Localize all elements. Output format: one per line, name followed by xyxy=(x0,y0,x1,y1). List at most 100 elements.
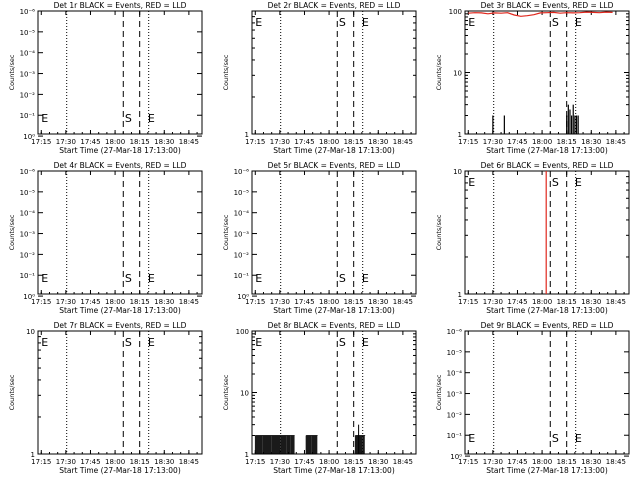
panel-title: Det 2r BLACK = Events, RED = LLD xyxy=(268,1,401,10)
y-tick-label: 10⁻⁴ xyxy=(234,210,250,218)
interval-marker-s: S xyxy=(552,176,559,189)
interval-marker-e: E xyxy=(148,112,155,125)
plot-frame xyxy=(37,330,203,455)
panel-title: Det 3r BLACK = Events, RED = LLD xyxy=(481,1,614,10)
x-axis-label: Start Time (27-Mar-18 17:13:00) xyxy=(486,306,608,315)
y-tick-label: 10⁻³ xyxy=(20,71,36,79)
x-tick-label: 17:30 xyxy=(56,458,76,466)
plot-frame xyxy=(251,170,417,295)
x-axis-label: Start Time (27-Mar-18 17:13:00) xyxy=(59,306,181,315)
x-tick-label: 17:45 xyxy=(294,298,314,306)
x-tick-label: 18:15 xyxy=(344,458,364,466)
x-tick-label: 18:15 xyxy=(557,458,577,466)
interval-marker-e: E xyxy=(41,336,48,349)
plot-frame xyxy=(37,10,203,135)
y-axis-label: Counts/sec xyxy=(435,374,443,410)
x-tick-label: 17:45 xyxy=(80,138,100,146)
x-tick-label: 18:30 xyxy=(154,138,174,146)
y-tick-label: 10⁻⁶ xyxy=(20,168,36,176)
x-tick-label: 18:30 xyxy=(154,458,174,466)
x-tick-label: 18:00 xyxy=(105,138,125,146)
x-tick-label: 17:30 xyxy=(56,298,76,306)
events-activity-window xyxy=(254,435,295,454)
interval-marker-e: E xyxy=(575,176,582,189)
panel-det-5r: Det 5r BLACK = Events, RED = LLD 17:15 17:… xyxy=(222,161,417,315)
interval-marker-e: E xyxy=(41,272,48,285)
y-tick-label: 10⁻⁴ xyxy=(20,210,36,218)
y-tick-label: 10⁻³ xyxy=(447,391,463,399)
y-tick-label: 10⁻⁶ xyxy=(20,8,36,16)
x-tick-label: 18:45 xyxy=(606,458,626,466)
x-tick-label: 18:30 xyxy=(368,138,388,146)
x-tick-label: 17:15 xyxy=(245,458,265,466)
plot-frame xyxy=(464,10,630,135)
y-axis-label: Counts/sec xyxy=(222,54,230,90)
x-tick-label: 17:15 xyxy=(31,138,51,146)
x-tick-label: 17:45 xyxy=(294,138,314,146)
y-tick-label: 1 xyxy=(458,131,462,139)
y-tick-label: 10⁻¹ xyxy=(20,272,36,280)
x-tick-label: 17:15 xyxy=(458,298,478,306)
y-axis-label: Counts/sec xyxy=(222,214,230,250)
panel-det-9r: Det 9r BLACK = Events, RED = LLD 17:15 17:… xyxy=(435,321,630,475)
interval-marker-s: S xyxy=(125,272,132,285)
y-axis-label: Counts/sec xyxy=(222,374,230,410)
panel-title: Det 1r BLACK = Events, RED = LLD xyxy=(54,1,187,10)
interval-marker-e: E xyxy=(148,272,155,285)
x-axis-label: Start Time (27-Mar-18 17:13:00) xyxy=(59,466,181,475)
y-tick-label: 10⁻⁵ xyxy=(20,29,36,37)
interval-marker-e: E xyxy=(468,176,475,189)
x-axis-label: Start Time (27-Mar-18 17:13:00) xyxy=(59,146,181,155)
x-tick-label: 18:15 xyxy=(130,298,150,306)
x-tick-label: 17:30 xyxy=(56,138,76,146)
x-tick-label: 18:00 xyxy=(532,298,552,306)
y-tick-label: 10 xyxy=(453,168,462,176)
y-tick-label: 10⁻² xyxy=(20,251,36,259)
y-tick-label: 10⁻³ xyxy=(20,231,36,239)
y-tick-label: 100 xyxy=(236,328,249,336)
y-tick-label: 10⁻² xyxy=(234,251,250,259)
x-tick-label: 18:15 xyxy=(557,298,577,306)
x-tick-label: 18:45 xyxy=(393,138,413,146)
y-tick-label: 1 xyxy=(245,131,249,139)
y-axis-label: Counts/sec xyxy=(8,54,16,90)
y-tick-label: 10⁻³ xyxy=(234,231,250,239)
x-tick-label: 18:30 xyxy=(368,458,388,466)
y-tick-label: 10 xyxy=(26,328,35,336)
x-tick-label: 18:00 xyxy=(319,138,339,146)
interval-marker-s: S xyxy=(125,336,132,349)
panel-det-6r: Det 6r BLACK = Events, RED = LLD 17:15 17:… xyxy=(435,161,630,315)
y-tick-label: 10⁻² xyxy=(447,411,463,419)
y-tick-label: 10 xyxy=(240,390,249,398)
x-tick-label: 18:45 xyxy=(179,298,199,306)
y-tick-label: 1 xyxy=(245,451,249,459)
plot-frame xyxy=(37,170,203,295)
x-tick-label: 18:00 xyxy=(532,458,552,466)
interval-marker-e: E xyxy=(468,16,475,29)
interval-marker-s: S xyxy=(552,16,559,29)
y-tick-label: 10⁰ xyxy=(23,133,35,141)
x-tick-label: 18:00 xyxy=(105,298,125,306)
interval-marker-e: E xyxy=(468,432,475,445)
y-tick-label: 10⁻¹ xyxy=(234,272,250,280)
x-tick-label: 18:30 xyxy=(581,298,601,306)
y-tick-label: 10⁰ xyxy=(237,293,249,301)
x-tick-label: 17:30 xyxy=(270,458,290,466)
interval-marker-s: S xyxy=(339,336,346,349)
x-tick-label: 18:45 xyxy=(179,458,199,466)
interval-marker-s: S xyxy=(339,272,346,285)
events-activity-window xyxy=(354,435,366,454)
y-tick-label: 1 xyxy=(31,451,35,459)
x-tick-label: 18:15 xyxy=(130,138,150,146)
x-tick-label: 17:30 xyxy=(270,298,290,306)
lld-series-line xyxy=(468,11,613,17)
interval-marker-e: E xyxy=(575,432,582,445)
x-axis-label: Start Time (27-Mar-18 17:13:00) xyxy=(273,146,395,155)
x-axis-label: Start Time (27-Mar-18 17:13:00) xyxy=(486,146,608,155)
x-tick-label: 17:30 xyxy=(483,298,503,306)
panel-title: Det 9r BLACK = Events, RED = LLD xyxy=(481,321,614,330)
y-tick-label: 10⁻⁵ xyxy=(20,189,36,197)
y-tick-label: 10⁻⁶ xyxy=(447,328,463,336)
interval-marker-e: E xyxy=(362,336,369,349)
plot-frame xyxy=(251,10,417,135)
